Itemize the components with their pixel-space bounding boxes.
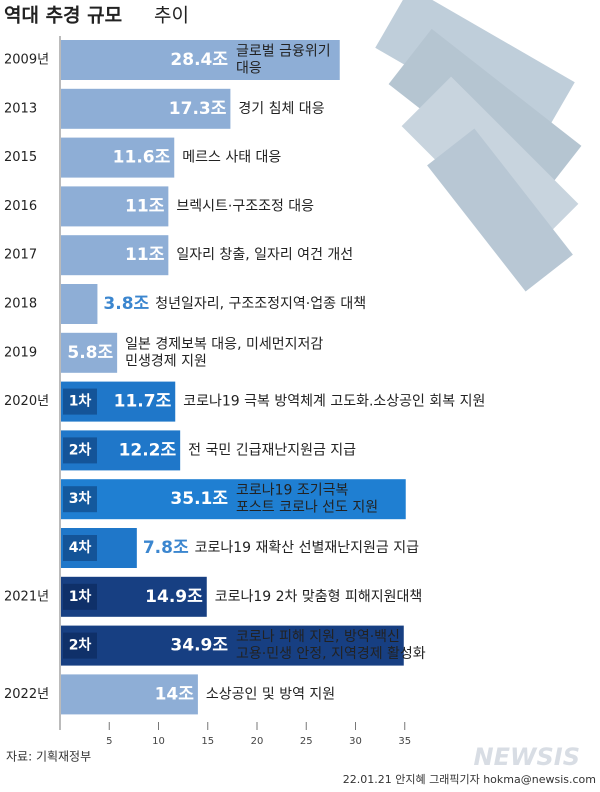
round-tag-bg bbox=[63, 583, 97, 610]
bar bbox=[61, 674, 198, 715]
round-tag: 1차 bbox=[69, 589, 92, 605]
x-tick-label: 20 bbox=[251, 736, 264, 747]
round-tag: 2차 bbox=[69, 638, 92, 654]
bar bbox=[61, 332, 118, 373]
value-label: 14조 bbox=[155, 684, 195, 704]
value-label: 11.7조 bbox=[114, 392, 172, 412]
description: 대응 bbox=[236, 61, 262, 77]
x-tick-label: 30 bbox=[349, 736, 362, 747]
y-tick-label: 2015 bbox=[4, 150, 37, 165]
value-label: 11조 bbox=[125, 245, 165, 265]
round-tag-bg bbox=[63, 437, 97, 464]
description: 코로나19 극복 방역체계 고도화.소상공인 회복 지원 bbox=[183, 394, 485, 410]
description: 코로나 피해 지원, 방역·백신 bbox=[236, 629, 400, 645]
description: 코로나19 재확산 선별재난지원금 지급 bbox=[195, 540, 419, 556]
logo: NEWSIS bbox=[474, 743, 580, 771]
bar bbox=[61, 479, 406, 520]
description: 글로벌 금융위기 bbox=[236, 44, 331, 60]
description: 브렉시트·구조조정 대응 bbox=[176, 198, 314, 214]
description: 고용·민생 안정, 지역경제 활성화 bbox=[236, 646, 426, 662]
credit: 22.01.21 안지혜 그래픽기자 hokma@newsis.com bbox=[343, 773, 596, 786]
bar bbox=[61, 528, 137, 568]
round-tag: 1차 bbox=[69, 394, 92, 410]
round-tag-bg bbox=[63, 535, 97, 561]
y-tick-label: 2009년 bbox=[4, 53, 49, 68]
x-tick-label: 25 bbox=[300, 736, 313, 747]
description: 경기 침체 대응 bbox=[238, 101, 324, 117]
y-tick-label: 2019 bbox=[4, 345, 37, 360]
chart-title: 역대 추경 규모 bbox=[4, 5, 122, 27]
y-tick-label: 2020년 bbox=[4, 394, 49, 409]
value-label: 28.4조 bbox=[170, 50, 228, 70]
y-tick-label: 2021년 bbox=[4, 589, 49, 604]
value-label: 14.9조 bbox=[145, 587, 203, 607]
y-tick-label: 2018 bbox=[4, 297, 37, 312]
value-label: 12.2조 bbox=[119, 440, 177, 460]
description: 포스트 코로나 선도 지원 bbox=[236, 500, 378, 516]
description: 소상공인 및 방역 지원 bbox=[206, 686, 335, 702]
value-label: 11.6조 bbox=[113, 148, 171, 168]
bar bbox=[61, 40, 340, 80]
description: 메르스 사태 대응 bbox=[182, 150, 281, 166]
y-tick-label: 2016 bbox=[4, 199, 37, 214]
bar bbox=[61, 284, 98, 324]
x-tick-label: 10 bbox=[152, 736, 165, 747]
value-label: 5.8조 bbox=[67, 343, 113, 363]
bar bbox=[61, 576, 207, 617]
description: 민생경제 지원 bbox=[125, 353, 207, 369]
value-label: 35.1조 bbox=[170, 489, 228, 509]
bar bbox=[61, 137, 175, 178]
chart-title-suffix: 추이 bbox=[154, 5, 189, 27]
round-tag-bg bbox=[63, 388, 97, 415]
round-tag: 2차 bbox=[69, 442, 92, 458]
description: 일자리 창출, 일자리 여건 개선 bbox=[176, 247, 353, 263]
bar bbox=[61, 381, 176, 422]
x-tick-label: 35 bbox=[398, 736, 411, 747]
x-tick-label: 5 bbox=[106, 736, 112, 747]
x-tick-label: 15 bbox=[201, 736, 214, 747]
value-label: 17.3조 bbox=[169, 99, 227, 119]
round-tag-bg bbox=[63, 632, 97, 659]
round-tag-bg bbox=[63, 486, 97, 513]
bar bbox=[61, 235, 169, 276]
description: 전 국민 긴급재난지원금 지급 bbox=[188, 442, 356, 458]
value-label: 34.9조 bbox=[170, 636, 228, 656]
description: 코로나19 조기극복 bbox=[236, 483, 349, 499]
y-tick-label: 2022년 bbox=[4, 687, 49, 702]
bar bbox=[61, 88, 231, 129]
y-tick-label: 2017 bbox=[4, 248, 37, 263]
value-label: 11조 bbox=[125, 196, 165, 216]
y-tick-label: 2013 bbox=[4, 101, 37, 116]
round-tag: 3차 bbox=[69, 491, 92, 507]
value-label: 7.8조 bbox=[143, 538, 189, 558]
description: 청년일자리, 구조조정지역·업종 대책 bbox=[155, 296, 366, 312]
description: 일본 경제보복 대응, 미세먼지저감 bbox=[125, 336, 323, 352]
bar bbox=[61, 625, 404, 666]
bar bbox=[61, 186, 169, 227]
description: 코로나19 2차 맞춤형 피해지원대책 bbox=[215, 589, 423, 605]
round-tag: 4차 bbox=[69, 540, 92, 556]
source: 자료: 기획재정부 bbox=[6, 750, 91, 764]
money-illustration bbox=[375, 0, 582, 292]
value-label: 3.8조 bbox=[103, 294, 149, 314]
bar bbox=[61, 430, 181, 471]
